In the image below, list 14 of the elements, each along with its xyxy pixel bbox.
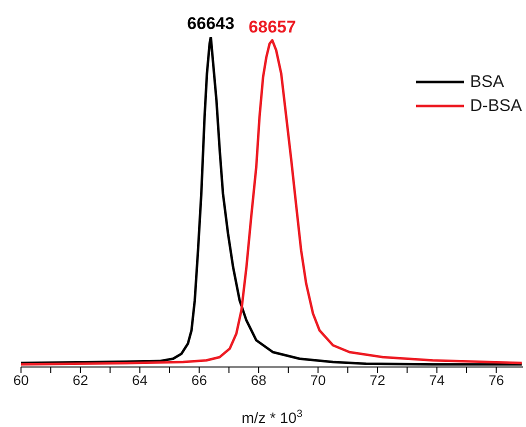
legend-label: BSA (470, 71, 504, 93)
x-tick-label: 68 (250, 372, 267, 388)
x-tick-label: 64 (132, 372, 148, 388)
x-tick-label: 70 (310, 372, 326, 388)
x-tick-label: 76 (488, 372, 504, 388)
annotation: 68657 (248, 17, 296, 36)
x-tick-label: 66 (191, 372, 208, 388)
x-tick-label: 72 (370, 372, 386, 388)
annotation: 66643 (187, 14, 234, 33)
legend-label: D-BSA (470, 95, 522, 117)
x-tick-label: 62 (72, 372, 88, 388)
x-axis-title: m/z * 10$^{3}$ (242, 408, 303, 427)
x-tick-label: 74 (429, 372, 445, 388)
x-tick-label: 60 (13, 372, 29, 388)
